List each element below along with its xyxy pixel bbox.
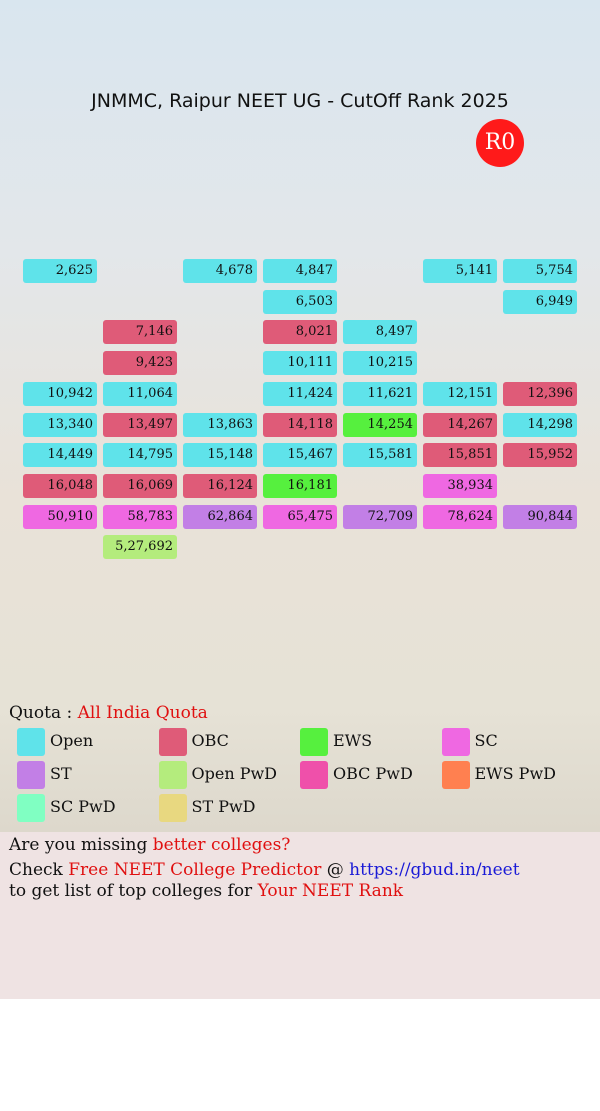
quota-label: Quota : (9, 703, 73, 723)
rank-cell: 13,497 (103, 412, 177, 437)
footer: Are you missing better colleges? Check F… (0, 832, 600, 999)
legend-label: EWS (333, 731, 373, 750)
rank-cell: 14,254 (343, 412, 417, 437)
rank-cell: 58,783 (103, 504, 177, 529)
legend-swatch (300, 761, 328, 789)
rank-cell: 2,625 (23, 259, 97, 283)
footer-text: Check (9, 860, 63, 880)
rank-cell: 65,475 (263, 504, 337, 529)
legend-swatch (17, 728, 45, 756)
rank-cell: 5,754 (503, 259, 577, 283)
title: JNMMC, Raipur NEET UG - CutOff Rank 2025 (91, 90, 509, 112)
rank-cell: 15,952 (503, 443, 577, 468)
rank-cell: 7,146 (103, 320, 177, 345)
legend-label: EWS PwD (474, 764, 556, 783)
rank-cell: 62,864 (183, 504, 257, 529)
legend-label: Open (50, 731, 94, 750)
legend-label: Open PwD (191, 764, 278, 783)
rank-cell: 15,851 (423, 443, 497, 468)
legend-label: OBC (191, 731, 229, 750)
footer-link[interactable]: https://gbud.in/neet (349, 860, 520, 880)
rank-cell: 16,069 (103, 473, 177, 498)
legend-swatch (158, 794, 187, 822)
rank-cell: 16,124 (183, 473, 257, 498)
footer-text: to get list of top colleges for (9, 881, 253, 901)
legend-swatch (17, 794, 45, 822)
legend-swatch (441, 761, 470, 789)
rank-cell: 9,423 (103, 351, 177, 376)
footer-highlight: Free NEET College Predictor (68, 860, 322, 880)
legend-swatch (300, 728, 328, 756)
rank-cell: 10,111 (263, 351, 337, 376)
rank-cell: 6,949 (503, 289, 577, 314)
rank-cell: 5,27,692 (103, 535, 177, 560)
legend-label: SC PwD (50, 797, 116, 816)
rank-cell: 4,678 (183, 259, 257, 283)
rank-cell: 8,497 (343, 320, 417, 345)
rank-cell: 15,581 (343, 443, 417, 468)
legend-label: ST (50, 764, 72, 783)
footer-line: to get list of top colleges for Your NEE… (9, 881, 403, 901)
rank-cell: 14,118 (263, 412, 337, 437)
rank-cell: 10,942 (23, 381, 97, 406)
footer-text: @ (326, 860, 344, 880)
rank-cell: 14,449 (23, 443, 97, 468)
rank-cell: 16,181 (263, 473, 337, 498)
rank-cell: 50,910 (23, 504, 97, 529)
rank-cell: 72,709 (343, 504, 417, 529)
rank-cell: 10,215 (343, 351, 417, 376)
footer-text: Are you missing (9, 835, 148, 855)
rank-cell: 4,847 (263, 259, 337, 283)
rank-cell: 14,267 (423, 412, 497, 437)
footer-line: Check Free NEET College Predictor @ http… (9, 860, 520, 880)
rank-cell: 12,396 (503, 381, 577, 406)
footer-highlight: Your NEET Rank (257, 881, 404, 901)
legend-swatch (158, 728, 187, 756)
legend-label: SC (474, 731, 498, 750)
rank-cell: 14,795 (103, 443, 177, 468)
rank-cell: 14,298 (503, 412, 577, 437)
rank-cell: 11,621 (343, 381, 417, 406)
footer-line: Are you missing better colleges? (9, 835, 290, 855)
rank-cell: 15,148 (183, 443, 257, 468)
quota-value: All India Quota (77, 703, 208, 723)
rank-cell: 38,934 (423, 473, 497, 498)
rank-cell: 8,021 (263, 320, 337, 345)
legend-label: ST PwD (191, 797, 256, 816)
rank-cell: 6,503 (263, 289, 337, 314)
rank-cell: 11,424 (263, 381, 337, 406)
rank-cell: 78,624 (423, 504, 497, 529)
round-badge: R0 (476, 119, 524, 167)
rank-cell: 11,064 (103, 381, 177, 406)
legend-swatch (158, 761, 187, 789)
legend-swatch (441, 728, 470, 756)
rank-cell: 15,467 (263, 443, 337, 468)
quota: Quota : All India Quota (9, 703, 208, 723)
rank-cell: 16,048 (23, 473, 97, 498)
rank-cell: 12,151 (423, 381, 497, 406)
rank-cell: 90,844 (503, 504, 577, 529)
rank-cell: 13,863 (183, 412, 257, 437)
rank-cell: 13,340 (23, 412, 97, 437)
legend-swatch (17, 761, 45, 789)
footer-highlight: better colleges? (152, 835, 291, 855)
legend-label: OBC PwD (333, 764, 413, 783)
rank-cell: 5,141 (423, 259, 497, 283)
